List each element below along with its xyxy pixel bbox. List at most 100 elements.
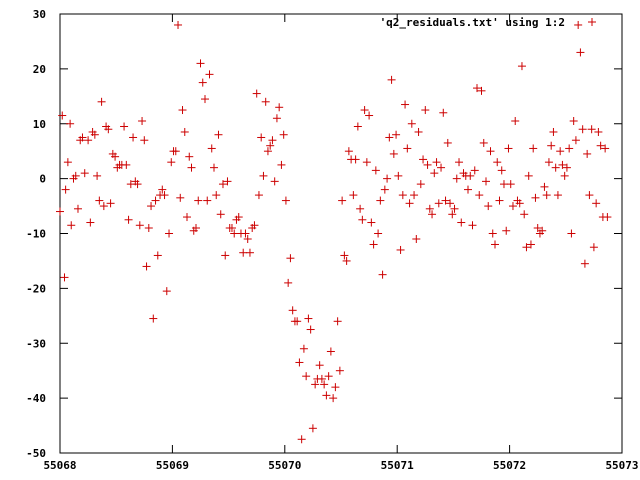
data-point [302,372,311,381]
data-point [553,191,562,200]
data-point [335,366,344,375]
data-point [560,171,569,180]
data-point [473,84,482,93]
data-point [120,122,129,131]
data-point [385,133,394,142]
data-point [389,149,398,158]
data-point [149,314,158,323]
data-point [178,106,187,115]
data-point [196,59,205,68]
data-point [405,199,414,208]
legend-label: 'q2_residuals.txt' using 1:2 [380,16,565,29]
data-point [279,130,288,139]
data-point [441,196,450,205]
data-point [594,127,603,136]
data-point [558,160,567,169]
data-point [526,240,535,249]
data-point [250,221,259,230]
data-point [129,133,138,142]
data-point [531,193,540,202]
data-point [326,347,335,356]
legend-marker [588,18,596,26]
data-point [95,196,104,205]
data-point [488,229,497,238]
data-point [443,138,452,147]
data-point [257,133,266,142]
data-point [288,306,297,315]
data-point [421,106,430,115]
data-point [124,215,133,224]
data-point [576,48,585,57]
data-point [270,177,279,186]
data-point [376,196,385,205]
data-point [392,130,401,139]
data-point [540,182,549,191]
data-point [466,171,475,180]
data-point [297,435,306,444]
data-point [342,256,351,265]
data-point [470,166,479,175]
data-point [479,138,488,147]
data-point [410,191,419,200]
data-point [299,344,308,353]
data-point [209,163,218,172]
data-point [63,158,72,167]
y-tick-label: -30 [26,337,46,350]
data-point [468,221,477,230]
data-point [239,248,248,257]
data-point [171,147,180,156]
data-point [378,270,387,279]
y-tick-label: 30 [33,8,46,21]
y-tick-label: 0 [39,173,46,186]
data-point [261,97,270,106]
data-point [499,180,508,189]
data-point [227,224,236,233]
data-point [277,160,286,169]
data-point [60,273,69,282]
data-point [508,202,517,211]
data-point [502,226,511,235]
data-point [317,374,326,383]
data-point [324,372,333,381]
data-point [515,199,524,208]
data-point [419,155,428,164]
data-point [578,125,587,134]
data-point [144,224,153,233]
data-point [133,180,142,189]
data-point [580,259,589,268]
data-point [547,141,556,150]
data-point [322,391,331,400]
data-point [286,254,295,263]
data-point [198,78,207,87]
data-point [78,133,87,142]
data-point [486,147,495,156]
data-point [230,229,239,238]
data-point [329,394,338,403]
legend: 'q2_residuals.txt' using 1:2 [380,16,596,29]
data-point [268,136,277,145]
data-point [295,358,304,367]
data-point [320,380,329,389]
data-point [56,207,64,216]
data-point [71,171,80,180]
data-point [84,136,93,145]
data-point [538,226,547,235]
data-point [340,251,349,260]
data-point [61,185,70,194]
data-point [252,89,261,98]
data-point [383,174,392,183]
data-point [272,114,281,123]
data-point [544,158,553,167]
data-point [281,196,290,205]
data-point [162,287,171,296]
data-point [140,136,149,145]
data-point [493,158,502,167]
data-point [90,130,99,139]
data-point [371,166,380,175]
data-point [524,171,533,180]
data-point [511,117,520,126]
y-tick-label: -20 [26,282,46,295]
data-point [207,144,216,153]
data-point [214,130,223,139]
